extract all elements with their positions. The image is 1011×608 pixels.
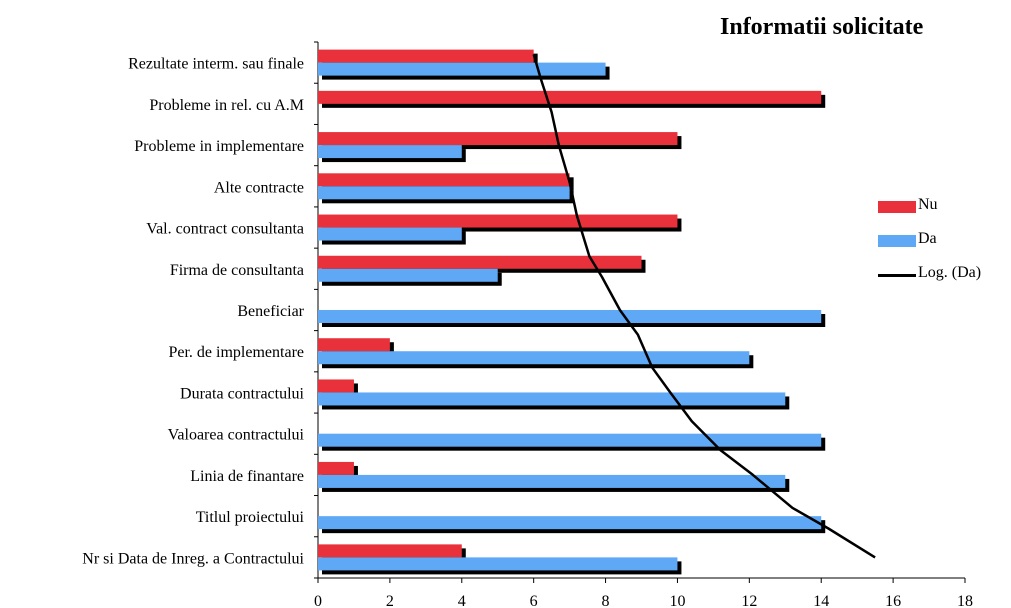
bar-nu xyxy=(318,215,677,228)
bar-nu xyxy=(318,173,570,186)
bar-da xyxy=(318,145,462,158)
category-label: Nr si Data de Inreg. a Contractului xyxy=(82,550,304,567)
category-label: Alte contracte xyxy=(214,179,304,196)
category-label: Probleme in rel. cu A.M xyxy=(149,97,304,114)
x-tick-label: 16 xyxy=(885,593,901,608)
bar-nu xyxy=(318,50,534,63)
x-tick-label: 2 xyxy=(386,593,394,608)
bar-da xyxy=(318,475,785,488)
legend-label-trendline: Log. (Da) xyxy=(918,264,981,282)
category-label: Valoarea contractului xyxy=(168,427,305,444)
x-tick-label: 6 xyxy=(530,593,538,608)
bar-da xyxy=(318,557,677,570)
x-tick-label: 18 xyxy=(957,593,973,608)
category-label: Durata contractului xyxy=(180,385,305,402)
bar-da xyxy=(318,186,570,199)
bar-nu xyxy=(318,544,462,557)
category-label: Per. de implementare xyxy=(168,344,304,361)
category-label: Val. contract consultanta xyxy=(146,221,304,238)
bar-da xyxy=(318,434,821,447)
bar-nu xyxy=(318,338,390,351)
bar-nu xyxy=(318,379,354,392)
x-tick-label: 12 xyxy=(741,593,757,608)
bar-nu xyxy=(318,132,677,145)
x-tick-label: 4 xyxy=(458,593,466,608)
bar-da xyxy=(318,269,498,282)
bar-nu xyxy=(318,91,821,104)
x-tick-label: 0 xyxy=(314,593,322,608)
category-label: Linia de finantare xyxy=(190,468,304,485)
legend-label-da: Da xyxy=(918,230,937,248)
bar-da xyxy=(318,228,462,241)
x-tick-label: 14 xyxy=(813,593,829,608)
legend-swatch-trendline xyxy=(878,274,916,277)
legend-swatch-da xyxy=(878,235,916,247)
legend-swatch-nu xyxy=(878,201,916,213)
bar-da xyxy=(318,516,821,529)
category-label: Firma de consultanta xyxy=(170,262,304,279)
bar-da xyxy=(318,351,749,364)
x-tick-label: 10 xyxy=(669,593,685,608)
category-label: Titlul proiectului xyxy=(196,509,305,526)
category-label: Probleme in implementare xyxy=(134,138,304,155)
x-tick-label: 8 xyxy=(602,593,610,608)
legend-label-nu: Nu xyxy=(918,196,938,214)
category-label: Rezultate interm. sau finale xyxy=(128,56,304,73)
bar-da xyxy=(318,63,606,76)
category-label: Beneficiar xyxy=(237,303,304,320)
bar-nu xyxy=(318,462,354,475)
bar-da xyxy=(318,310,821,323)
bar-da xyxy=(318,392,785,405)
